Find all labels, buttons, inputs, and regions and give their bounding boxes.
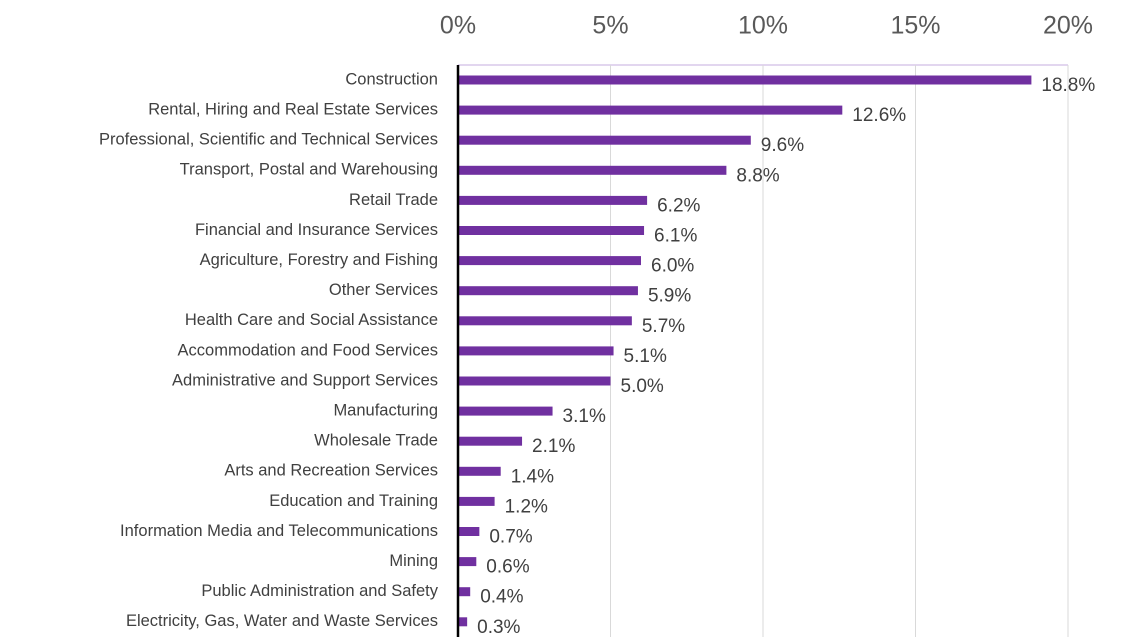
value-label: 5.7% <box>642 316 685 337</box>
value-label: 5.1% <box>624 346 667 367</box>
bar <box>458 587 471 597</box>
bar <box>458 376 611 386</box>
value-label: 5.9% <box>648 286 691 307</box>
value-label: 12.6% <box>852 105 906 126</box>
x-tick-label: 15% <box>890 12 940 40</box>
value-label: 0.6% <box>486 557 529 578</box>
y-tick-label: Accommodation and Food Services <box>178 341 438 359</box>
x-tick-label: 5% <box>592 12 628 40</box>
y-tick-label: Electricity, Gas, Water and Waste Servic… <box>126 612 438 630</box>
bar <box>458 75 1032 85</box>
bar <box>458 135 751 145</box>
bar <box>458 557 477 567</box>
x-tick-label: 20% <box>1043 12 1093 40</box>
y-tick-label: Agriculture, Forestry and Fishing <box>200 251 438 269</box>
value-label: 0.7% <box>489 527 532 548</box>
value-label: 6.0% <box>651 256 694 277</box>
bar <box>458 406 553 416</box>
y-tick-label: Financial and Insurance Services <box>195 221 438 239</box>
bar <box>458 316 632 326</box>
value-label: 1.4% <box>511 466 554 487</box>
y-tick-label: Administrative and Support Services <box>172 371 438 389</box>
value-label: 18.8% <box>1041 75 1095 96</box>
value-label: 6.2% <box>657 195 700 216</box>
value-label: 0.4% <box>480 587 523 608</box>
y-tick-label: Education and Training <box>269 492 438 510</box>
value-label: 2.1% <box>532 436 575 457</box>
y-tick-label: Health Care and Social Assistance <box>185 311 438 329</box>
value-label: 3.1% <box>563 406 606 427</box>
y-tick-label: Rental, Hiring and Real Estate Services <box>148 100 438 118</box>
bar <box>458 527 480 536</box>
bar <box>458 436 523 446</box>
y-tick-label: Public Administration and Safety <box>201 582 438 600</box>
y-tick-label: Other Services <box>329 281 438 299</box>
y-tick-label: Arts and Recreation Services <box>224 462 438 480</box>
y-tick-label: Transport, Postal and Warehousing <box>180 161 438 179</box>
bar <box>458 165 727 175</box>
bar <box>458 346 614 356</box>
y-tick-label: Construction <box>345 70 438 88</box>
y-tick-label: Manufacturing <box>333 401 438 419</box>
bar <box>458 105 843 115</box>
value-label: 5.0% <box>621 376 664 397</box>
bar <box>458 617 468 627</box>
y-tick-label: Information Media and Telecommunications <box>120 522 438 540</box>
value-label: 8.8% <box>736 165 779 186</box>
y-tick-label: Professional, Scientific and Technical S… <box>99 131 438 149</box>
bar <box>458 496 495 506</box>
value-label: 6.1% <box>654 226 697 247</box>
y-tick-label: Wholesale Trade <box>314 432 438 450</box>
value-label: 0.3% <box>477 617 520 637</box>
bar <box>458 195 648 205</box>
value-label: 1.2% <box>505 496 548 517</box>
value-label: 9.6% <box>761 135 804 156</box>
x-tick-label: 0% <box>440 12 476 40</box>
bar <box>458 466 501 476</box>
bar <box>458 226 645 235</box>
bar <box>458 256 641 266</box>
y-tick-label: Mining <box>389 552 438 570</box>
y-tick-label: Retail Trade <box>349 191 438 209</box>
bar <box>458 286 638 296</box>
x-tick-label: 10% <box>738 12 788 40</box>
